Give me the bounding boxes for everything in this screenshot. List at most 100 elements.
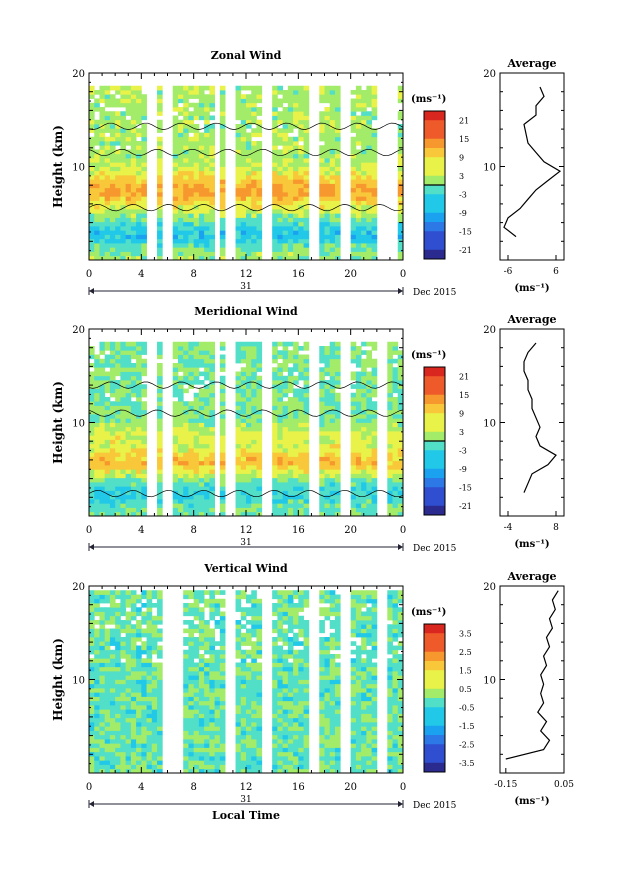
heatmap-cell	[256, 722, 263, 727]
heatmap-cell	[109, 760, 116, 765]
heatmap-cell	[272, 221, 278, 227]
heatmap-cell	[204, 204, 210, 210]
heatmap-cell	[198, 645, 205, 651]
heatmap-cell	[198, 751, 205, 757]
heatmap-cell	[125, 209, 132, 214]
heatmap-cell	[282, 200, 289, 206]
colorbar-swatch	[424, 367, 445, 377]
heatmap-cell	[298, 217, 304, 223]
heatmap-cell	[219, 751, 226, 757]
heatmap-cell	[151, 764, 158, 770]
heatmap-cell	[209, 456, 215, 462]
heatmap-cell	[146, 649, 153, 655]
heatmap-cell	[157, 426, 163, 432]
heatmap-cell	[361, 460, 367, 466]
heatmap-cell	[99, 350, 106, 355]
heatmap-cell	[115, 726, 121, 731]
heatmap-cell	[157, 507, 163, 513]
heatmap-cell	[329, 238, 336, 244]
heatmap-cell	[130, 183, 137, 189]
heatmap-cell	[136, 662, 142, 668]
heatmap-cell	[172, 196, 179, 201]
heatmap-cell	[125, 179, 132, 184]
heatmap-cell	[272, 700, 278, 706]
heatmap-cell	[235, 341, 242, 347]
heatmap-cell	[235, 209, 242, 214]
heatmap-cell	[204, 98, 210, 104]
heatmap-cell	[99, 658, 106, 663]
heatmap-cell	[188, 499, 195, 504]
heatmap-cell	[246, 153, 252, 159]
heatmap-cell	[198, 115, 205, 121]
heatmap-cell	[397, 367, 404, 372]
heatmap-cell	[287, 107, 294, 112]
heatmap-cell	[251, 649, 257, 655]
heatmap-cell	[104, 722, 111, 727]
heatmap-cell	[94, 620, 100, 625]
heatmap-cell	[324, 234, 331, 240]
heatmap-cell	[361, 102, 367, 108]
heatmap-cell	[361, 115, 367, 121]
heatmap-cell	[361, 439, 367, 445]
heatmap-cell	[355, 102, 362, 108]
heatmap-cell	[99, 637, 106, 642]
heatmap-cell	[334, 111, 341, 116]
heatmap-cell	[287, 204, 294, 210]
heatmap-cell	[246, 187, 252, 193]
heatmap-cell	[141, 590, 147, 595]
heatmap-cell	[287, 418, 294, 423]
heatmap-cell	[109, 230, 116, 235]
heatmap-cell	[361, 384, 367, 389]
heatmap-cell	[251, 354, 257, 360]
heatmap-cell	[371, 384, 378, 389]
heatmap-cell	[130, 255, 137, 261]
heatmap-cell	[303, 414, 310, 419]
heatmap-cell	[287, 435, 294, 440]
heatmap-cell	[188, 666, 195, 672]
heatmap-cell	[89, 679, 95, 685]
heatmap-cell	[157, 705, 163, 710]
heatmap-cell	[198, 132, 205, 138]
heatmap-cell	[204, 162, 210, 167]
heatmap-cell	[397, 414, 404, 419]
heatmap-cell	[136, 397, 142, 402]
heatmap-cell	[246, 654, 252, 659]
heatmap-cell	[277, 141, 284, 146]
heatmap-cell	[371, 94, 378, 99]
heatmap-cell	[293, 380, 299, 385]
heatmap-cell	[329, 170, 336, 176]
heatmap-cell	[397, 486, 404, 491]
heatmap-cell	[209, 490, 215, 496]
heatmap-cell	[125, 183, 132, 189]
heatmap-cell	[115, 739, 121, 744]
heatmap-cell	[130, 422, 137, 428]
heatmap-cell	[251, 158, 257, 163]
heatmap-cell	[214, 756, 221, 761]
heatmap-cell	[115, 666, 121, 672]
heatmap-cell	[136, 607, 142, 612]
heatmap-cell	[157, 649, 163, 655]
heatmap-cell	[350, 354, 357, 360]
heatmap-cell	[293, 200, 299, 206]
heatmap-cell	[235, 743, 242, 748]
heatmap-cell	[193, 671, 200, 676]
colorbar-swatch	[424, 404, 445, 414]
heatmap-cell	[136, 238, 142, 244]
heatmap-cell	[188, 251, 195, 257]
heatmap-cell	[350, 221, 357, 227]
heatmap-cell	[109, 183, 116, 189]
heatmap-cell	[130, 666, 137, 672]
heatmap-cell	[157, 388, 163, 394]
heatmap-cell	[193, 238, 200, 244]
heatmap-cell	[104, 632, 111, 638]
heatmap-cell	[209, 354, 215, 360]
heatmap-cell	[204, 141, 210, 146]
heatmap-cell	[277, 692, 284, 697]
heatmap-cell	[157, 119, 163, 125]
heatmap-cell	[94, 375, 100, 381]
heatmap-cell	[209, 255, 215, 261]
heatmap-cell	[240, 473, 247, 479]
heatmap-cell	[329, 141, 336, 146]
heatmap-cell	[235, 756, 242, 761]
